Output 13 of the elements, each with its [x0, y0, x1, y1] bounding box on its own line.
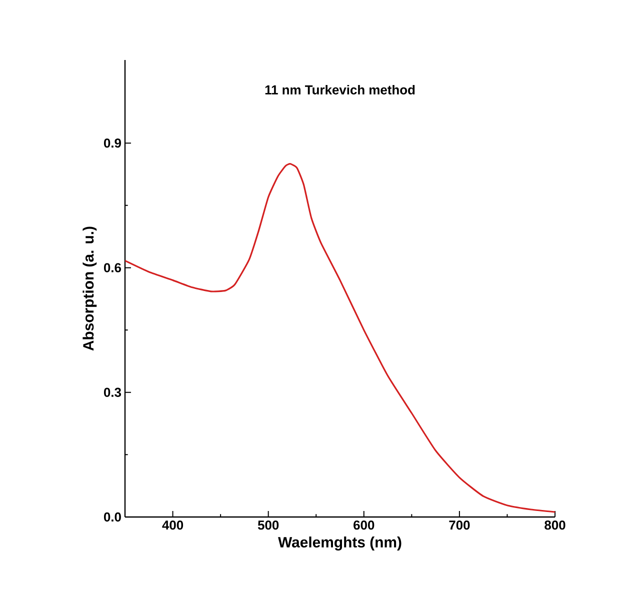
x-axis-title: Waelemghts (nm) — [278, 536, 402, 551]
x-tick-label: 500 — [258, 520, 279, 530]
text: 11 nm Turkevich method — [265, 84, 415, 94]
line-series — [125, 163, 556, 513]
y-tick-label: 0.9 — [104, 138, 121, 148]
x-tick-label: 400 — [162, 520, 184, 530]
y-tick-label: 0.3 — [104, 388, 122, 397]
y-axis-title: Absorption (a. u.) — [82, 226, 97, 351]
y-tick-label: 0.0 — [104, 512, 121, 522]
x-tick-label: 700 — [449, 520, 470, 530]
x-tick-label: 600 — [354, 520, 374, 530]
y-tick-label: 0.6 — [104, 263, 122, 272]
x-tick-label: 800 — [544, 520, 566, 530]
